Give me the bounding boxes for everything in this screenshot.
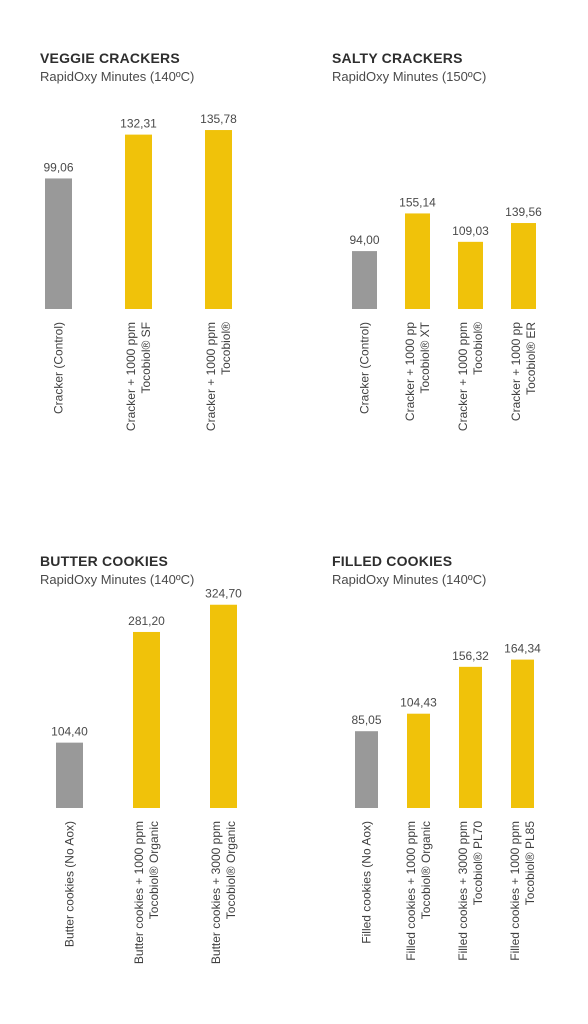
bar: [355, 731, 378, 808]
tick-label: Cracker + 1000 pp: [509, 322, 523, 421]
category-label: Cracker (Control): [358, 322, 372, 414]
data-label: 155,14: [399, 195, 436, 209]
category-label: Cracker + 1000 ppm Tocobiol® SF: [124, 322, 153, 431]
tick-label: Tocobiol® XT: [418, 321, 432, 393]
bar: [125, 134, 152, 309]
chart-title: VEGGIE CRACKERS: [40, 50, 180, 66]
bar: [458, 241, 483, 309]
data-label: 135,78: [200, 112, 237, 126]
bar-chart: 94,00 Cracker (Control) 155,14 Cracker + 10…: [349, 195, 542, 431]
chart-subtitle: RapidOxy Minutes (140ºC): [332, 572, 487, 587]
category-label: Butter cookies (No Aox): [63, 821, 77, 947]
chart-veggie-crackers: VEGGIE CRACKERS RapidOxy Minutes (140ºC)…: [40, 50, 290, 470]
tick-label: Butter cookies (No Aox): [63, 821, 77, 947]
bar: [45, 178, 72, 309]
bar: [205, 130, 232, 309]
tick-label: Filled cookies + 1000 ppm: [404, 821, 418, 961]
data-label: 104,43: [400, 696, 437, 710]
tick-label: Tocobiol®: [219, 322, 233, 375]
chart-title: SALTY CRACKERS: [332, 50, 463, 66]
tick-label: Tocobiol® Organic: [224, 821, 238, 919]
tick-label: Tocobiol®: [471, 322, 485, 375]
data-label: 85,05: [351, 713, 381, 727]
bar-chart: 104,40 Butter cookies (No Aox) 281,20 Butte…: [51, 587, 242, 964]
category-label: Cracker + 1000 ppm Tocobiol®: [204, 322, 233, 431]
bar: [133, 631, 160, 808]
bar: [511, 659, 534, 808]
bar: [352, 251, 377, 309]
category-label: Filled cookies (No Aox): [360, 821, 374, 944]
category-label: Filled cookies + 3000 ppm Tocobiol® PL70: [456, 821, 485, 961]
bar: [511, 223, 536, 309]
chart-subtitle: RapidOxy Minutes (140ºC): [40, 69, 195, 84]
tick-label: Cracker (Control): [358, 322, 372, 414]
data-label: 109,03: [452, 224, 489, 238]
category-label: Butter cookies + 3000 ppm Tocobiol® Organ…: [209, 821, 238, 964]
tick-label: Tocobiol® Organic: [147, 821, 161, 919]
data-label: 156,32: [452, 649, 489, 663]
bar: [56, 742, 83, 808]
category-label: Cracker (Control): [52, 322, 66, 414]
chart-butter-cookies: BUTTER COOKIES RapidOxy Minutes (140ºC) …: [40, 553, 290, 1013]
tick-label: Butter cookies + 3000 ppm: [209, 821, 223, 964]
data-label: 132,31: [120, 117, 157, 131]
tick-label: Tocobiol® PL70: [471, 821, 485, 906]
tick-label: Cracker + 1000 pp: [403, 322, 417, 421]
tick-label: Butter cookies + 1000 ppm: [132, 821, 146, 964]
chart-subtitle: RapidOxy Minutes (140ºC): [40, 572, 195, 587]
data-label: 104,40: [51, 725, 88, 739]
tick-label: Filled cookies (No Aox): [360, 821, 374, 944]
chart-filled-cookies: FILLED COOKIES RapidOxy Minutes (140ºC) …: [332, 553, 582, 1013]
bar: [459, 666, 482, 808]
category-label: Cracker + 1000 pp Tocobiol® XT: [403, 321, 432, 421]
chart-salty-crackers: SALTY CRACKERS RapidOxy Minutes (150ºC) …: [332, 50, 582, 470]
tick-label: Tocobiol® PL85: [523, 821, 537, 906]
category-label: Filled cookies + 1000 ppm Tocobiol® Organ…: [404, 821, 433, 961]
tick-label: Tocobiol® ER: [524, 322, 538, 395]
data-label: 99,06: [43, 160, 73, 174]
chart-title: BUTTER COOKIES: [40, 553, 169, 569]
tick-label: Filled cookies + 1000 ppm: [508, 821, 522, 961]
tick-label: Cracker + 1000 ppm: [124, 322, 138, 431]
data-label: 281,20: [128, 614, 165, 628]
tick-label: Tocobiol® Organic: [419, 821, 433, 919]
data-label: 94,00: [349, 233, 379, 247]
category-label: Cracker + 1000 ppm Tocobiol®: [456, 322, 485, 431]
data-label: 324,70: [205, 587, 242, 601]
bar: [407, 713, 430, 808]
chart-title: FILLED COOKIES: [332, 553, 453, 569]
chart-subtitle: RapidOxy Minutes (150ºC): [332, 69, 487, 84]
bar-chart: 99,06 Cracker (Control) 132,31 Cracker + 10…: [43, 112, 237, 431]
data-label: 139,56: [505, 205, 542, 219]
bar-chart: 85,05 Filled cookies (No Aox) 104,43 Filled…: [351, 642, 541, 961]
category-label: Cracker + 1000 pp Tocobiol® ER: [509, 322, 538, 421]
category-label: Filled cookies + 1000 ppm Tocobiol® PL85: [508, 821, 537, 961]
category-label: Butter cookies + 1000 ppm Tocobiol® Organ…: [132, 821, 161, 964]
bar: [210, 604, 237, 808]
tick-label: Cracker + 1000 ppm: [204, 322, 218, 431]
data-label: 164,34: [504, 642, 541, 656]
tick-label: Filled cookies + 3000 ppm: [456, 821, 470, 961]
bar: [405, 213, 430, 309]
tick-label: Tocobiol® SF: [139, 322, 153, 394]
tick-label: Cracker + 1000 ppm: [456, 322, 470, 431]
tick-label: Cracker (Control): [52, 322, 66, 414]
